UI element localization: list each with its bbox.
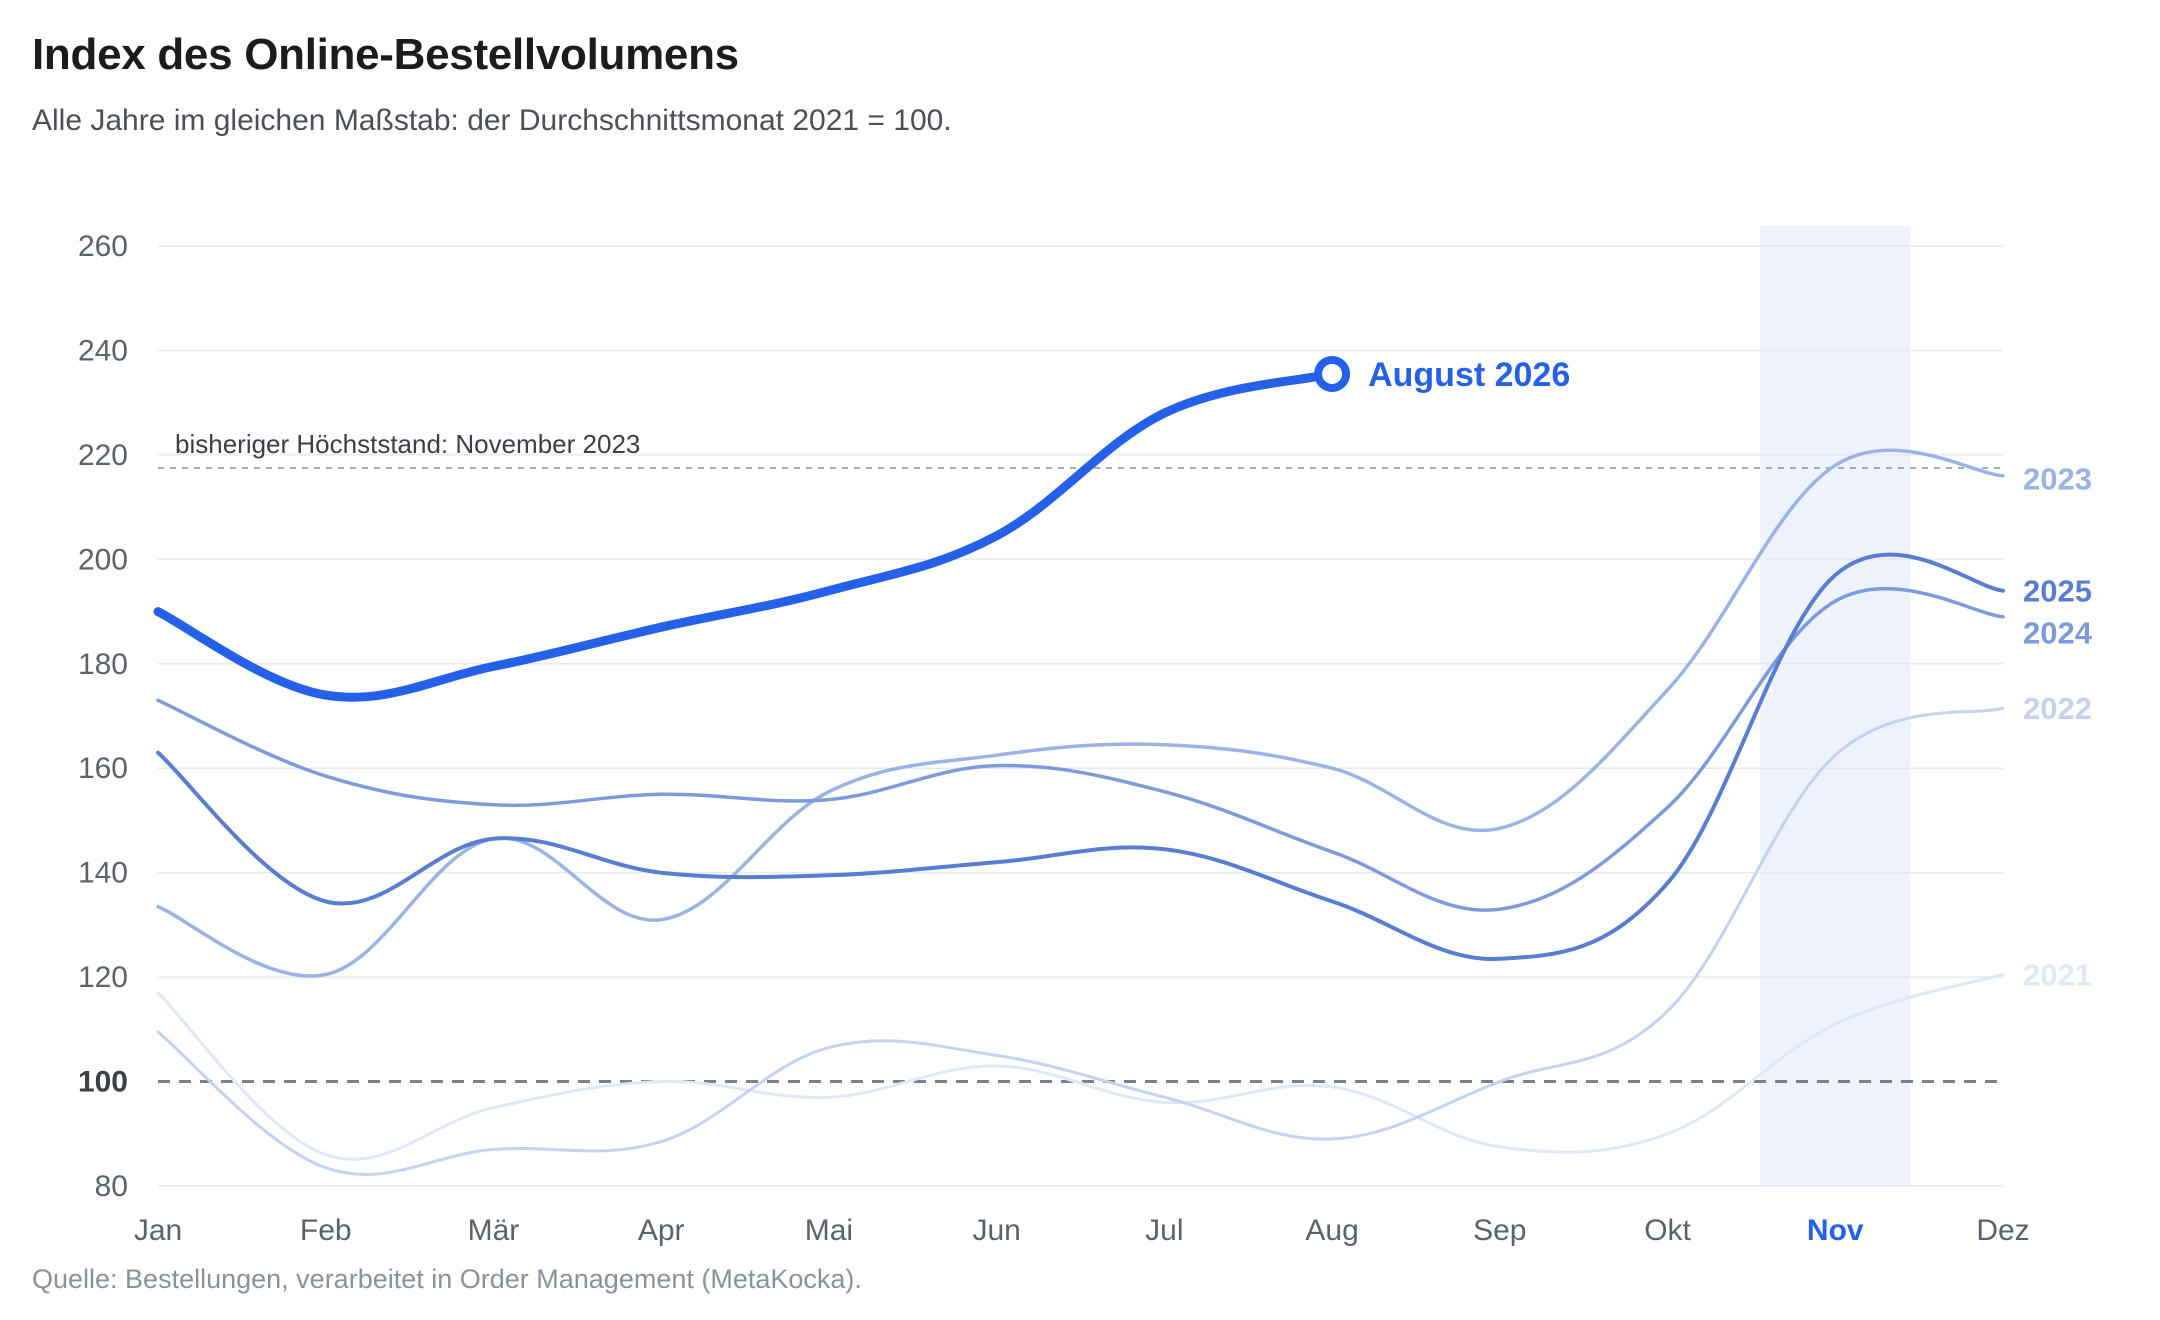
highlight-band-nov (1760, 226, 1911, 1186)
x-tick-label-Apr: Apr (638, 1214, 685, 1247)
end-label-2024: 2024 (2023, 615, 2093, 650)
end-label-2021: 2021 (2023, 958, 2092, 993)
y-axis: 80 100 120 140 160 180 200 220 240 260 (78, 230, 128, 1203)
series-lines (153, 369, 2005, 1176)
x-tick-label-Feb: Feb (300, 1214, 352, 1247)
series-line-2022 (156, 706, 2005, 1176)
gridlines (158, 245, 2003, 1187)
x-axis: Jan Feb Mär Apr Mai Jun Jul Aug Sep Okt Nov Dez (134, 1214, 2030, 1247)
callout-marker (1314, 355, 1351, 392)
end-label-2022: 2022 (2023, 691, 2092, 726)
end-label-2023: 2023 (2023, 461, 2092, 496)
highlight-band-group (1760, 226, 1911, 1186)
y-tick-label-80: 80 (95, 1170, 128, 1203)
callout-label: August 2026 (1368, 356, 1570, 394)
series-end-labels: 2023 2025 2024 2022 2021 (2023, 461, 2093, 992)
x-tick-label-Nov: Nov (1807, 1214, 1864, 1247)
reference-line-label: bisheriger Höchststand: November 2023 (175, 429, 640, 459)
y-tick-label-100: 100 (78, 1066, 128, 1099)
y-tick-label-180: 180 (78, 648, 128, 681)
reference-lines: bisheriger Höchststand: November 2023 (158, 429, 2003, 1084)
x-tick-label-Mär: Mär (468, 1214, 520, 1247)
source-note: Quelle: Bestellungen, verarbeitet in Ord… (32, 1264, 862, 1294)
series-line-2025 (156, 552, 2005, 961)
y-tick-label-260: 260 (78, 230, 128, 263)
x-tick-label-Sep: Sep (1473, 1214, 1526, 1247)
series-line-2024 (156, 586, 2005, 912)
x-tick-label-Aug: Aug (1305, 1214, 1358, 1247)
x-tick-label-Dez: Dez (1976, 1214, 2029, 1247)
y-tick-label-140: 140 (78, 857, 128, 890)
callout: August 2026 (1314, 355, 1570, 394)
y-tick-label-240: 240 (78, 334, 128, 367)
x-tick-label-Jun: Jun (972, 1214, 1020, 1247)
x-tick-label-Okt: Okt (1644, 1214, 1691, 1247)
end-label-2025: 2025 (2023, 574, 2092, 609)
y-tick-label-220: 220 (78, 439, 128, 472)
x-tick-label-Jan: Jan (134, 1214, 182, 1247)
series-line-2026 (153, 369, 1337, 702)
chart-subtitle: Alle Jahre im gleichen Maßstab: der Durc… (32, 104, 952, 137)
y-tick-label-160: 160 (78, 752, 128, 785)
chart-title: Index des Online-Bestellvolumens (32, 30, 739, 79)
x-tick-label-Jul: Jul (1145, 1214, 1183, 1247)
series-line-2021 (156, 973, 2005, 1161)
y-tick-label-200: 200 (78, 543, 128, 576)
x-tick-label-Mai: Mai (805, 1214, 853, 1247)
series-line-2023 (156, 448, 2005, 978)
y-tick-label-120: 120 (78, 961, 128, 994)
